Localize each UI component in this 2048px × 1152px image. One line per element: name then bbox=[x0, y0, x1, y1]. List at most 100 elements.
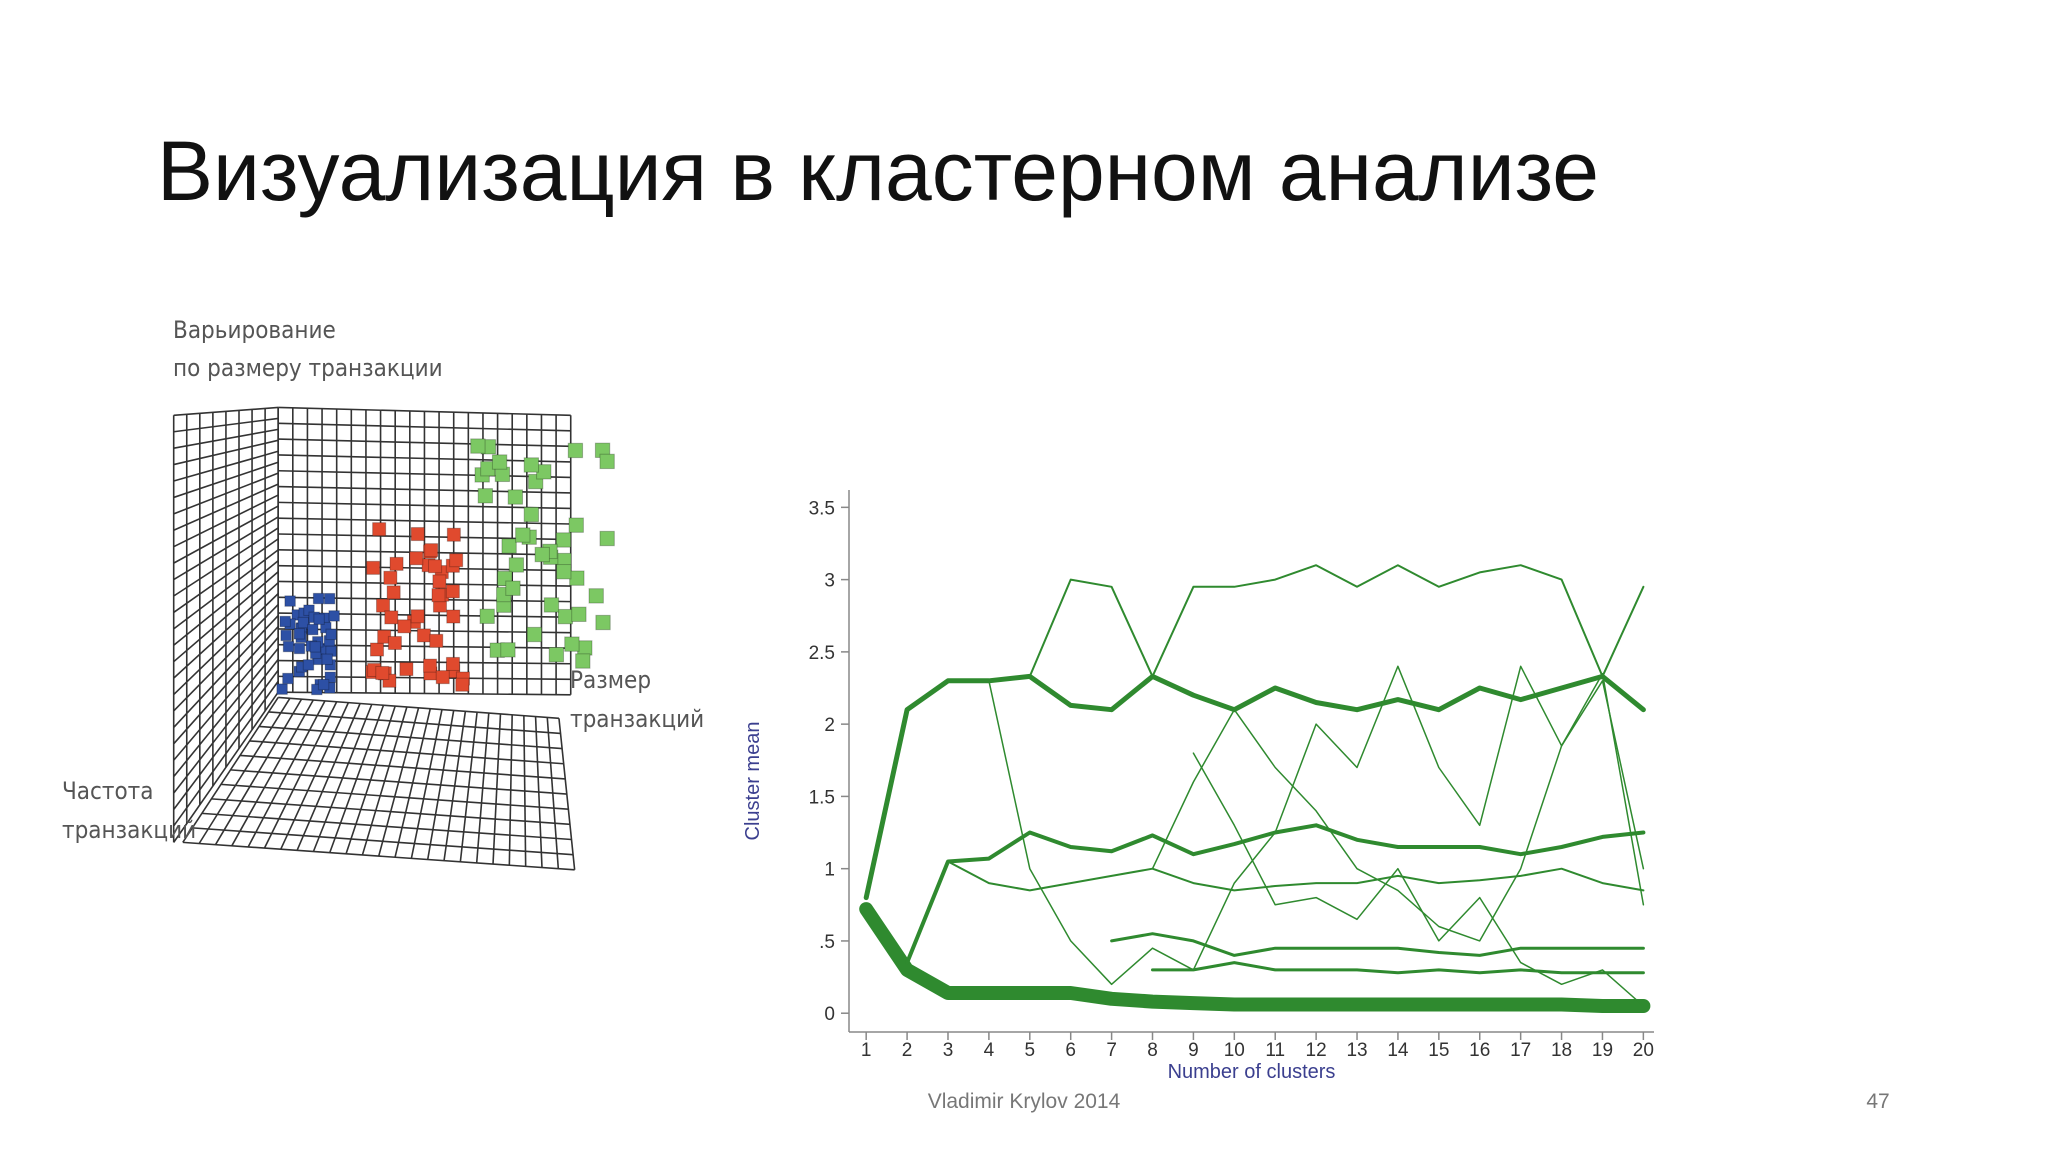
scatter-square bbox=[526, 626, 543, 643]
scatter-square bbox=[599, 453, 615, 470]
y-tick-label: 0 bbox=[824, 1004, 835, 1025]
grid-line-3d bbox=[173, 571, 279, 663]
cluster-line bbox=[863, 673, 1646, 901]
scatter-square bbox=[588, 588, 604, 604]
grid-line-3d bbox=[173, 472, 279, 515]
scatter-square bbox=[280, 629, 292, 642]
scatter-square bbox=[282, 640, 295, 653]
scatter-square bbox=[446, 527, 461, 542]
grid-line-3d bbox=[173, 582, 279, 679]
scatter-square bbox=[297, 616, 310, 629]
x-tick-label: 4 bbox=[984, 1040, 995, 1061]
grid-line-3d bbox=[278, 696, 560, 720]
scatter-square bbox=[376, 598, 391, 613]
scatter-3d-figure bbox=[172, 406, 615, 871]
grid-line-3d bbox=[182, 841, 575, 871]
x-axis-label: Number of clusters bbox=[1168, 1061, 1336, 1083]
scatter-square bbox=[372, 522, 387, 537]
scatter-square bbox=[397, 619, 412, 634]
scatter-square bbox=[479, 608, 495, 624]
scatter-square bbox=[282, 672, 294, 685]
grid-line-3d bbox=[259, 725, 563, 750]
scatter-square bbox=[323, 592, 336, 605]
scatter-square bbox=[599, 530, 615, 547]
scatter-square bbox=[424, 543, 439, 558]
axis-caption: транзакций bbox=[62, 816, 196, 844]
grid-line-3d bbox=[278, 438, 571, 448]
cluster-line bbox=[947, 860, 1645, 892]
scatter-square bbox=[293, 642, 306, 655]
grid-line-3d bbox=[173, 604, 279, 712]
x-tick-label: 10 bbox=[1224, 1040, 1245, 1061]
cluster-line bbox=[859, 902, 1651, 1013]
page-number: 47 bbox=[1866, 1090, 1889, 1113]
clustergram: 0.511.522.533.51 2 3 4 5 6 7 8 9 10 11 12 13 14 15 16 17… bbox=[742, 490, 1654, 1083]
scatter-square bbox=[435, 670, 450, 685]
x-tick-label: 19 bbox=[1592, 1040, 1613, 1061]
scatter-square bbox=[321, 653, 333, 666]
scatter-square bbox=[383, 570, 398, 585]
x-tick-label: 13 bbox=[1346, 1040, 1367, 1061]
scatter-square bbox=[313, 613, 325, 625]
scatter-square bbox=[507, 489, 524, 505]
grid-line-3d bbox=[173, 560, 279, 646]
scatter-square bbox=[477, 488, 494, 504]
grid-line-3d bbox=[278, 422, 571, 432]
scatter-square bbox=[523, 457, 540, 473]
scatter-square bbox=[569, 570, 585, 586]
x-tick-label: 17 bbox=[1510, 1040, 1531, 1061]
scatter-square bbox=[410, 527, 425, 542]
y-tick-label: 2.5 bbox=[809, 643, 835, 664]
grid-line-3d bbox=[173, 549, 279, 630]
scatter-square bbox=[324, 671, 337, 684]
grid-line-3d bbox=[173, 614, 279, 728]
axis-caption: транзакций bbox=[570, 705, 704, 733]
axis-caption: по размеру транзакции bbox=[173, 354, 443, 382]
grid-line-3d bbox=[173, 494, 279, 548]
y-tick-label: 3.5 bbox=[809, 498, 835, 519]
grid-line-3d bbox=[173, 439, 279, 466]
grid-line-3d bbox=[278, 454, 571, 463]
scatter-square bbox=[595, 614, 611, 631]
grid-line-3d bbox=[173, 483, 279, 532]
grid-line-3d bbox=[173, 538, 279, 614]
x-tick-label: 8 bbox=[1147, 1040, 1158, 1061]
grid-line-3d bbox=[173, 658, 279, 794]
axis-caption: Размер bbox=[570, 666, 651, 694]
scatter-square bbox=[556, 564, 572, 580]
grid-line-3d bbox=[268, 711, 561, 735]
grid-line-3d bbox=[211, 798, 570, 826]
x-tick-label: 1 bbox=[861, 1040, 872, 1061]
grid-line-3d bbox=[278, 501, 571, 510]
scatter-square bbox=[387, 635, 402, 650]
scatter-square bbox=[568, 517, 584, 533]
scatter-square bbox=[515, 527, 531, 543]
y-tick-label: 3 bbox=[824, 571, 835, 592]
scatter-square bbox=[557, 608, 574, 625]
grid-line-3d bbox=[278, 517, 571, 525]
x-tick-label: 2 bbox=[902, 1040, 913, 1061]
axis-caption: Варьирование bbox=[173, 316, 336, 344]
axis-caption: Частота bbox=[62, 777, 154, 805]
grid-line-3d bbox=[173, 450, 279, 482]
cluster-line bbox=[1110, 932, 1645, 957]
x-tick-label: 20 bbox=[1633, 1040, 1654, 1061]
grid-line-3d bbox=[173, 516, 279, 581]
scatter-square bbox=[276, 683, 288, 695]
scatter-square bbox=[555, 532, 572, 548]
y-tick-label: .5 bbox=[819, 932, 835, 953]
grid-line-3d bbox=[173, 647, 279, 778]
grid-line-3d bbox=[173, 593, 279, 696]
grid-line-3d bbox=[173, 691, 279, 843]
x-tick-label: 5 bbox=[1025, 1040, 1036, 1061]
grid-line-3d bbox=[278, 469, 571, 479]
grid-line-3d bbox=[173, 417, 279, 433]
scatter-square bbox=[325, 628, 337, 641]
grid-line-3d bbox=[278, 406, 571, 417]
scatter-square bbox=[548, 646, 565, 663]
scatter-square bbox=[307, 623, 319, 636]
scatter-square bbox=[422, 658, 438, 673]
scatter-square bbox=[534, 546, 550, 563]
scatter-square bbox=[449, 553, 464, 568]
scatter-square bbox=[577, 640, 593, 656]
